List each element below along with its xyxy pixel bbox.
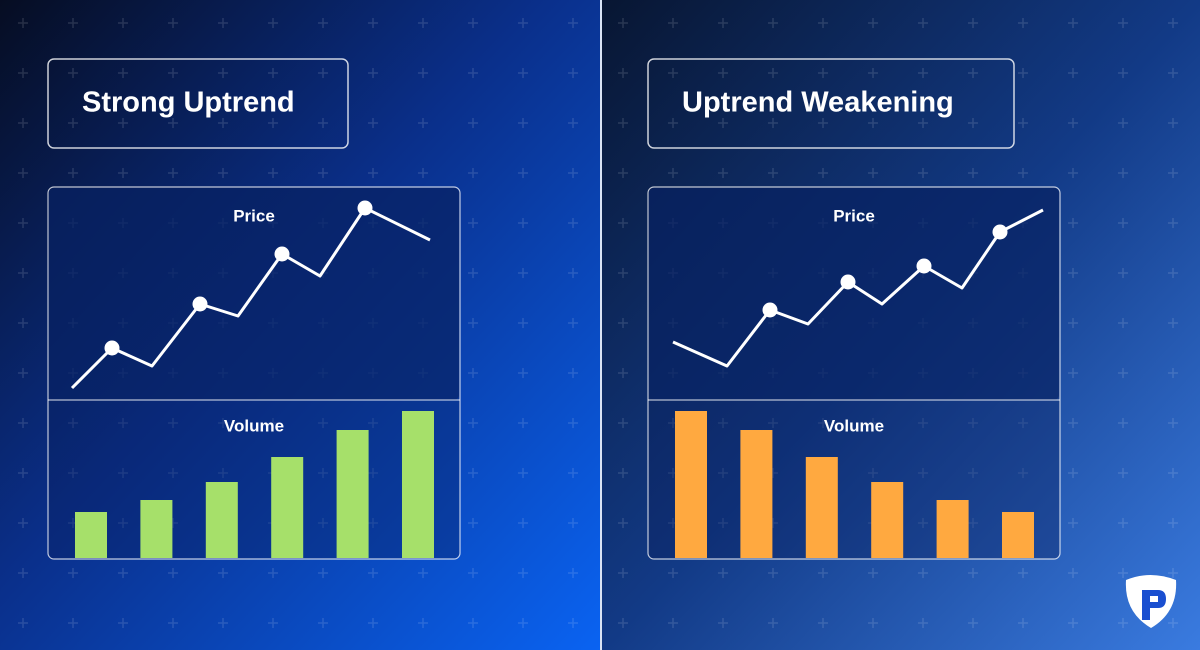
chart-title: Price [233,206,275,225]
price-point [762,302,778,318]
volume-bar [1002,512,1034,558]
volume-bar [740,430,773,558]
volume-bar [205,482,238,558]
price-point [274,246,290,262]
chart-title: Volume [824,416,884,435]
heading-box [647,58,1015,149]
heading-box [47,58,349,149]
volume-bar [75,512,107,558]
volume-bar [271,457,304,558]
volume-bar [675,411,707,558]
price-line [70,206,431,390]
volume-bar [805,457,838,558]
price-point [357,200,373,216]
heading: Strong Uptrend [82,87,295,119]
logo [1125,575,1177,628]
price-point [992,224,1008,240]
price-point [192,296,208,312]
chart-title: Volume [224,416,284,435]
volume-bar [936,500,969,558]
volume-bar [402,411,434,558]
volume-bar [871,482,904,558]
price-line [672,208,1044,368]
volume-bar [140,500,173,558]
price-point [840,274,856,290]
price-area [649,188,1059,400]
price-point [104,340,120,356]
content: Strong Uptrend Price Volume Uptrend Weakeni… [47,58,1061,560]
price-point [916,258,932,274]
heading: Uptrend Weakening [682,87,954,119]
chart-title: Price [833,206,875,225]
volume-bar [336,430,369,558]
